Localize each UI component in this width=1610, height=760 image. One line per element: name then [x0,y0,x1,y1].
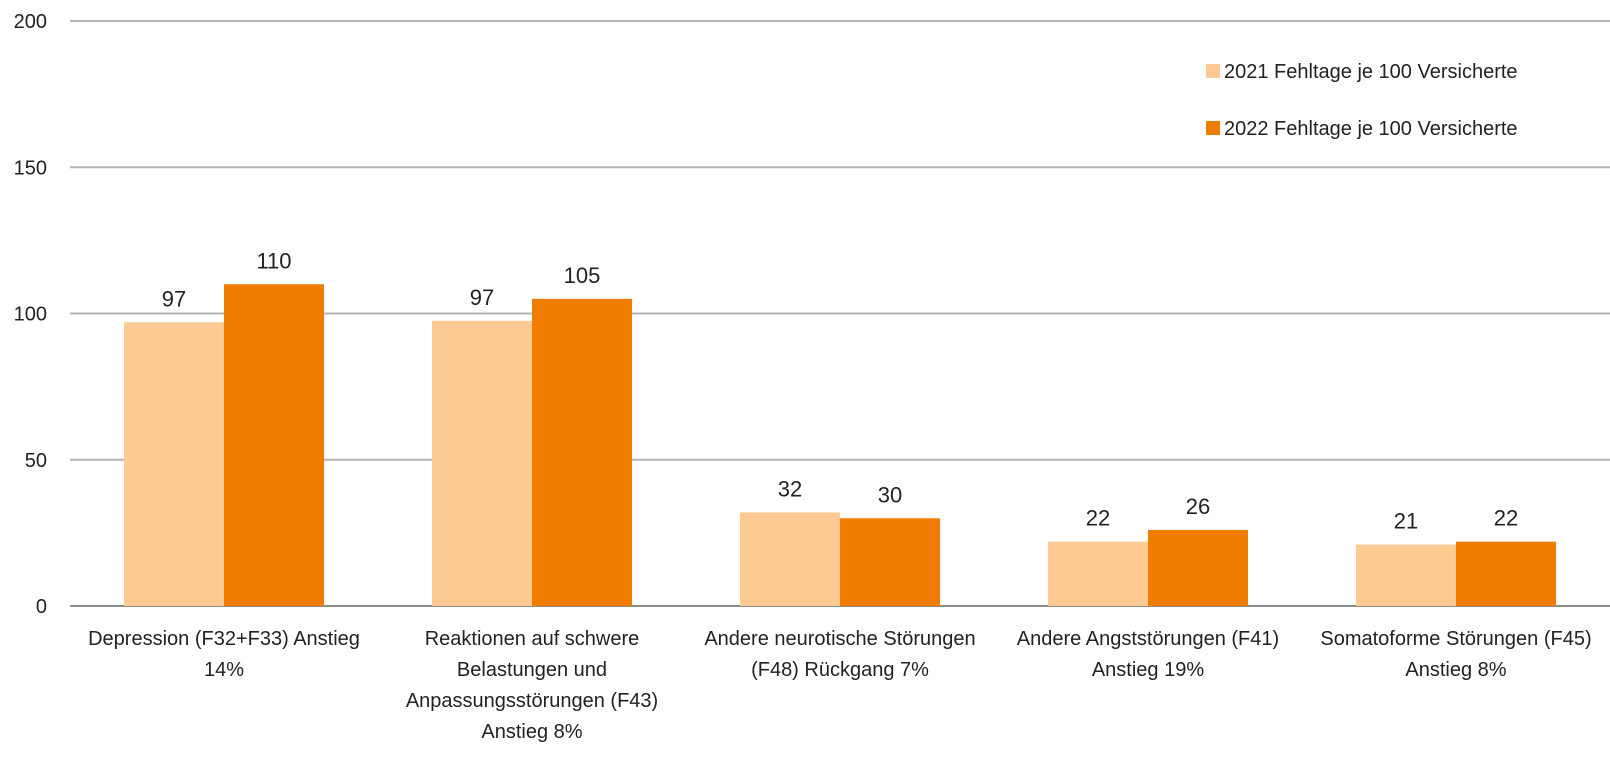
bar-2021 [1356,544,1456,606]
data-label: 97 [470,285,494,310]
x-tick-label: Andere Angststörungen (F41) [1017,628,1279,650]
bar-2021 [740,512,840,606]
legend: 2021 Fehltage je 100 Versicherte 2022 Feh… [1206,61,1518,140]
x-tick-label: Anstieg 8% [481,721,582,743]
bar-2022 [1148,529,1248,606]
data-label: 22 [1086,506,1110,531]
x-tick-label: 14% [204,659,244,681]
legend-swatch [1206,121,1220,135]
legend-label: 2021 Fehltage je 100 Versicherte [1224,61,1518,83]
y-tick-label: 200 [14,11,47,33]
bar-2022 [224,284,324,606]
y-tick-label: 0 [36,596,47,618]
data-label: 26 [1186,494,1210,519]
data-label: 97 [162,286,186,311]
data-label: 32 [778,476,802,501]
data-label: 110 [256,248,291,273]
x-axis: Depression (F32+F33) Anstieg 14% Reaktione… [88,628,1592,743]
x-tick-label: Anstieg 19% [1092,659,1205,681]
x-tick-label: (F48) Rückgang 7% [751,659,929,681]
x-tick-label: Anstieg 8% [1405,659,1506,681]
bar-2021 [1048,541,1148,606]
x-tick-label: Somatoforme Störungen (F45) [1320,628,1591,650]
data-labels: 97 97 32 22 21 110 105 30 26 22 [162,248,1518,533]
y-axis: 0 50 100 150 200 [14,11,47,618]
y-tick-label: 150 [14,157,47,179]
legend-swatch [1206,64,1220,78]
y-tick-label: 100 [14,304,47,326]
x-tick-label: Reaktionen auf schwere [425,628,640,650]
data-label: 22 [1494,506,1518,531]
data-label: 30 [878,482,902,507]
x-tick-label: Belastungen und [457,659,607,681]
bar-2022 [1456,541,1556,606]
bar-2022 [840,518,940,606]
data-label: 21 [1394,509,1418,534]
x-tick-label: Andere neurotische Störungen [704,628,975,650]
bar-2021 [124,322,224,606]
x-tick-label: Depression (F32+F33) Anstieg [88,628,360,650]
y-tick-label: 50 [25,450,47,472]
bars [124,284,1556,606]
legend-label: 2022 Fehltage je 100 Versicherte [1224,118,1518,140]
data-label: 105 [564,263,601,288]
bar-2021 [432,320,532,606]
bar-2022 [532,298,632,606]
x-tick-label: Anpassungsstörungen (F43) [406,690,658,712]
